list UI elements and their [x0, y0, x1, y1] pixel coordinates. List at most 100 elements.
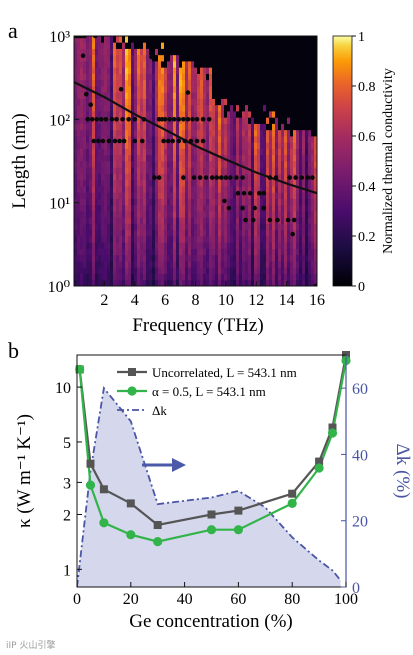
- scatter-point: [82, 36, 87, 39]
- scatter-point: [121, 138, 127, 144]
- heatmap: [74, 36, 317, 286]
- uncorrelated-point: [288, 489, 297, 498]
- square-marker-icon: [128, 368, 136, 376]
- scatter-point: [117, 138, 122, 144]
- scatter-point: [167, 117, 172, 122]
- scatter-point: [181, 175, 186, 180]
- legend-label-uncorrelated: Uncorrelated, L = 543.1 nm: [152, 365, 297, 380]
- x-tick-label: 8: [192, 292, 200, 309]
- scatter-point: [188, 138, 194, 144]
- x-tick-label: 0: [73, 591, 81, 608]
- scatter-point: [194, 117, 200, 122]
- scatter-point: [120, 117, 125, 122]
- panel-a-ylabel: Length (nm): [9, 113, 30, 209]
- scatter-point: [85, 117, 90, 122]
- correlated-point: [327, 428, 338, 438]
- scatter-point: [99, 117, 104, 122]
- x-tick-label: 10: [218, 292, 234, 309]
- scatter-point: [206, 117, 212, 122]
- scatter-point: [132, 138, 138, 144]
- correlated-point: [126, 530, 136, 540]
- scatter-point: [109, 117, 115, 122]
- scatter-point: [106, 138, 112, 144]
- scatter-point: [156, 175, 162, 180]
- correlated-point: [153, 537, 163, 547]
- scatter-point: [185, 90, 191, 95]
- x-tick-label: 6: [161, 292, 169, 309]
- scatter-point: [83, 91, 89, 97]
- scatter-point: [185, 117, 191, 122]
- scatter-point: [114, 117, 119, 122]
- scatter-point: [170, 138, 175, 144]
- series-markers: [75, 351, 351, 547]
- y-tick-label: 1: [63, 562, 71, 579]
- scatter-point: [257, 190, 262, 196]
- scatter-point: [93, 36, 98, 39]
- uncorrelated-point: [315, 457, 324, 466]
- legend-label-correlated: α = 0.5, L = 543.1 nm: [152, 384, 266, 399]
- scatter-point: [194, 138, 200, 144]
- scatter-point: [241, 190, 247, 196]
- y-tick-label: 5: [63, 435, 71, 452]
- scatter-point: [103, 117, 109, 122]
- scatter-point: [80, 53, 86, 58]
- panel-b-y2label: Δk (%): [392, 444, 413, 499]
- scatter-point: [209, 175, 215, 180]
- scatter-point: [243, 217, 248, 223]
- uncorrelated-point: [328, 423, 337, 432]
- y-tick-label: 10²: [49, 112, 70, 129]
- legend-item-uncorrelated: Uncorrelated, L = 543.1 nm: [117, 365, 297, 380]
- correlated-point: [75, 364, 85, 374]
- scatter-point: [228, 175, 233, 180]
- scatter-point: [161, 138, 166, 144]
- colorbar-tick-label: 1: [358, 30, 365, 45]
- scatter-point: [252, 205, 257, 211]
- colorbar-tick-label: 0: [358, 280, 365, 295]
- scatter-point: [112, 138, 118, 144]
- colorbar-tick-label: 0.4: [358, 180, 376, 195]
- scatter-point: [191, 175, 197, 180]
- scatter-point: [275, 217, 280, 223]
- right-axis-arrow: [142, 458, 186, 472]
- colorbar-tick-label: 0.2: [358, 230, 376, 245]
- y2-tick-label: 0: [352, 580, 360, 597]
- uncorrelated-point: [126, 499, 135, 508]
- panel-b-ylabel: κ (W m⁻¹ K⁻¹): [14, 414, 35, 528]
- scatter-point: [261, 190, 267, 196]
- scatter-point: [290, 231, 296, 237]
- scatter-point: [291, 217, 297, 223]
- scatter-point: [176, 138, 182, 144]
- panel-b-label: b: [8, 338, 19, 363]
- scatter-point: [223, 175, 229, 180]
- scatter-point: [250, 217, 256, 223]
- scatter-point: [214, 175, 220, 180]
- y2-tick-label: 40: [352, 447, 368, 464]
- y2-tick-label: 20: [352, 514, 368, 531]
- scatter-point: [118, 86, 124, 92]
- panel-a-xlabel: Frequency (THz): [132, 315, 263, 336]
- panel-a-ticks: 2 4 6 8 10 12 14 16 10⁰ 10¹ 10² 10³: [48, 29, 325, 309]
- circle-marker-icon: [127, 386, 137, 396]
- scatter-point: [235, 190, 241, 196]
- scatter-point: [261, 205, 267, 211]
- colorbar-label: Normalized thermal conductivity: [381, 68, 396, 254]
- scatter-point: [91, 138, 96, 144]
- uncorrelated-point: [207, 510, 216, 519]
- scatter-point: [240, 205, 245, 211]
- colorbar-tick-label: 0.6: [358, 130, 376, 145]
- colorbar-ticks: 0 0.2 0.4 0.6 0.8 1: [352, 30, 376, 295]
- panel-b-xlabel: Ge concentration (%): [129, 611, 293, 632]
- legend-item-correlated: α = 0.5, L = 543.1 nm: [117, 384, 266, 399]
- x-tick-label: 60: [230, 591, 246, 608]
- scatter-point: [165, 138, 171, 144]
- scatter-point: [181, 117, 186, 122]
- scatter-point: [247, 190, 253, 196]
- scatter-point: [88, 102, 93, 107]
- scatter-point: [182, 138, 188, 144]
- scatter-point: [200, 138, 206, 144]
- watermark: iIP 火山引擎: [6, 641, 56, 651]
- legend-item-delta-k: Δk: [117, 403, 167, 418]
